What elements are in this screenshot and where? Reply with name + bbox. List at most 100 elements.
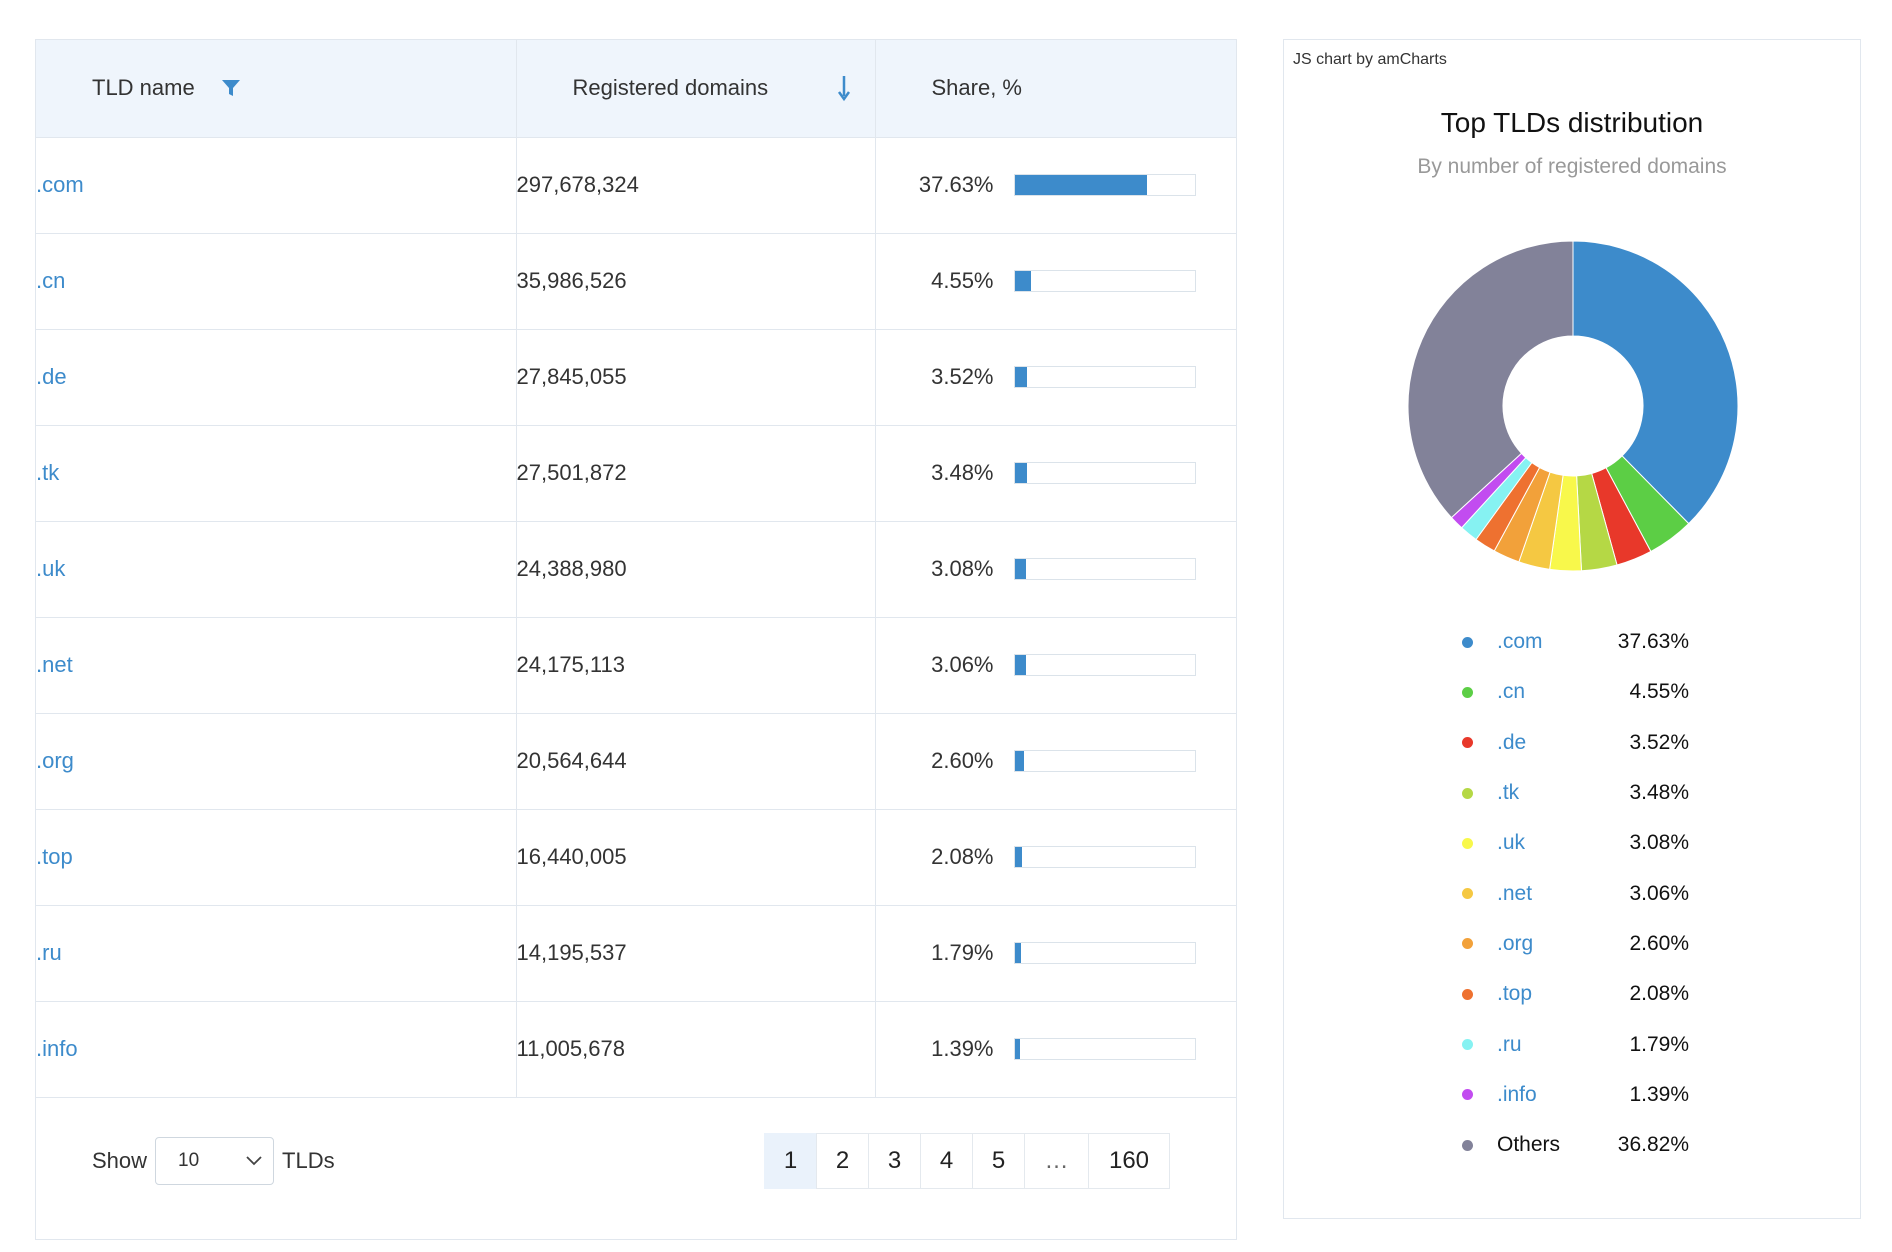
legend-item[interactable]: .net 3.06% [1462, 868, 1689, 918]
share-bar [1013, 462, 1196, 484]
share-value: 3.06% [931, 652, 994, 677]
share-bar-fill [1014, 847, 1022, 867]
legend-value: 1.39% [1629, 1082, 1689, 1106]
tld-cell: .net [36, 617, 517, 714]
legend-item[interactable]: .ru 1.79% [1462, 1019, 1689, 1069]
legend-item[interactable]: .uk 3.08% [1462, 818, 1689, 868]
share-cell: 37.63% [875, 137, 1236, 234]
page-size-control: Show 10 TLDs [92, 1137, 335, 1185]
column-header-share-label: Share, % [931, 75, 1023, 101]
legend-marker [1462, 837, 1473, 849]
legend-label: .cn [1497, 680, 1526, 704]
tld-link[interactable]: .ru [36, 940, 62, 965]
legend-marker [1462, 1139, 1473, 1151]
sort-descending-icon[interactable] [837, 74, 851, 102]
page-button-1[interactable]: 1 [764, 1133, 817, 1189]
page-button-160[interactable]: 160 [1088, 1133, 1170, 1189]
legend-marker [1462, 787, 1473, 799]
column-header-share[interactable]: Share, % [875, 40, 1236, 138]
chart-subtitle: By number of registered domains [1417, 155, 1727, 178]
column-header-tld-name-label: TLD name [92, 75, 195, 101]
page-size-value: 10 [178, 1150, 200, 1171]
share-value: 3.48% [931, 460, 994, 485]
registered-domains-cell: 20,564,644 [516, 713, 876, 810]
registered-domains-cell: 35,986,526 [516, 233, 876, 330]
tld-link[interactable]: .com [36, 172, 84, 197]
page-size-select[interactable]: 10 [155, 1137, 275, 1185]
column-header-registered-domains[interactable]: Registered domains [516, 40, 876, 138]
tld-link[interactable]: .org [36, 748, 74, 773]
registered-domains-cell: 27,501,872 [516, 425, 876, 522]
legend-item[interactable]: .tk 3.48% [1462, 768, 1689, 818]
share-bar-fill [1014, 751, 1024, 771]
legend-item[interactable]: .com 37.63% [1462, 617, 1689, 667]
table-row: .com 297,678,324 37.63% [36, 137, 1236, 234]
share-bar-fill [1014, 559, 1026, 579]
column-header-tld-name[interactable]: TLD name [36, 40, 517, 138]
share-bar [1013, 750, 1196, 772]
table-body: .com 297,678,324 37.63% .cn 35,986,526 4.55%.… [36, 137, 1236, 1098]
share-cell: 1.39% [875, 1001, 1236, 1098]
tld-link[interactable]: .de [36, 364, 67, 389]
share-cell: 3.08% [875, 521, 1236, 618]
legend-item[interactable]: .cn 4.55% [1462, 667, 1689, 717]
legend-item[interactable]: .info 1.39% [1462, 1070, 1689, 1120]
share-cell: 3.52% [875, 329, 1236, 426]
registered-domains-cell: 11,005,678 [516, 1001, 876, 1098]
tld-cell: .tk [36, 425, 517, 522]
legend-label: .ru [1497, 1032, 1522, 1056]
registered-domains-cell: 24,388,980 [516, 521, 876, 618]
chart-panel: JS chart by amCharts Top TLDs distributi… [1283, 39, 1861, 1219]
legend-label: .uk [1497, 831, 1526, 855]
share-value: 1.39% [931, 1036, 994, 1061]
share-cell: 2.08% [875, 809, 1236, 906]
share-value: 1.79% [931, 940, 994, 965]
donut-slice-com[interactable] [1572, 240, 1739, 525]
legend-label: .net [1497, 881, 1533, 905]
table-row: .top 16,440,005 2.08% [36, 809, 1236, 906]
tld-cell: .info [36, 1001, 517, 1098]
share-bar [1013, 558, 1196, 580]
pagination-ellipsis: … [1024, 1133, 1089, 1189]
tld-link[interactable]: .top [36, 844, 73, 869]
legend-item[interactable]: .org 2.60% [1462, 919, 1689, 969]
legend-marker [1462, 938, 1473, 950]
legend-marker [1462, 737, 1473, 749]
table-row: .org 20,564,644 2.60% [36, 713, 1236, 810]
legend-marker [1462, 988, 1473, 1000]
share-bar [1013, 846, 1196, 868]
share-bar [1013, 942, 1196, 964]
legend-item[interactable]: .de 3.52% [1462, 718, 1689, 768]
share-cell: 3.48% [875, 425, 1236, 522]
table-header-row: TLD name Registered domains [36, 40, 1236, 138]
tld-cell: .uk [36, 521, 517, 618]
registered-domains-cell: 24,175,113 [516, 617, 876, 714]
legend-label: .org [1497, 931, 1534, 955]
filter-icon[interactable] [221, 78, 241, 98]
legend-value: 3.08% [1629, 831, 1689, 855]
share-bar-fill [1014, 655, 1026, 675]
share-bar [1013, 366, 1196, 388]
page-button-4[interactable]: 4 [920, 1133, 973, 1189]
legend-item[interactable]: Others 36.82% [1462, 1120, 1689, 1170]
share-bar-fill [1014, 1039, 1020, 1059]
show-label: Show [92, 1148, 148, 1173]
legend-value: 36.82% [1617, 1133, 1689, 1157]
chart-credit-link[interactable]: JS chart by amCharts [1293, 51, 1447, 68]
table-row: .tk 27,501,872 3.48% [36, 425, 1236, 522]
tld-link[interactable]: .tk [36, 460, 60, 485]
tld-link[interactable]: .cn [36, 268, 66, 293]
tld-link[interactable]: .uk [36, 556, 66, 581]
page-button-2[interactable]: 2 [816, 1133, 869, 1189]
tld-link[interactable]: .info [36, 1036, 78, 1061]
legend-marker [1462, 1039, 1473, 1051]
tld-link[interactable]: .net [36, 652, 73, 677]
share-value: 2.08% [931, 844, 994, 869]
donut-slice-Others[interactable] [1407, 240, 1574, 519]
share-bar-fill [1014, 463, 1027, 483]
legend-item[interactable]: .top 2.08% [1462, 969, 1689, 1019]
page-button-5[interactable]: 5 [972, 1133, 1025, 1189]
page-button-3[interactable]: 3 [868, 1133, 921, 1189]
tld-cell: .top [36, 809, 517, 906]
donut-chart [1407, 240, 1739, 572]
